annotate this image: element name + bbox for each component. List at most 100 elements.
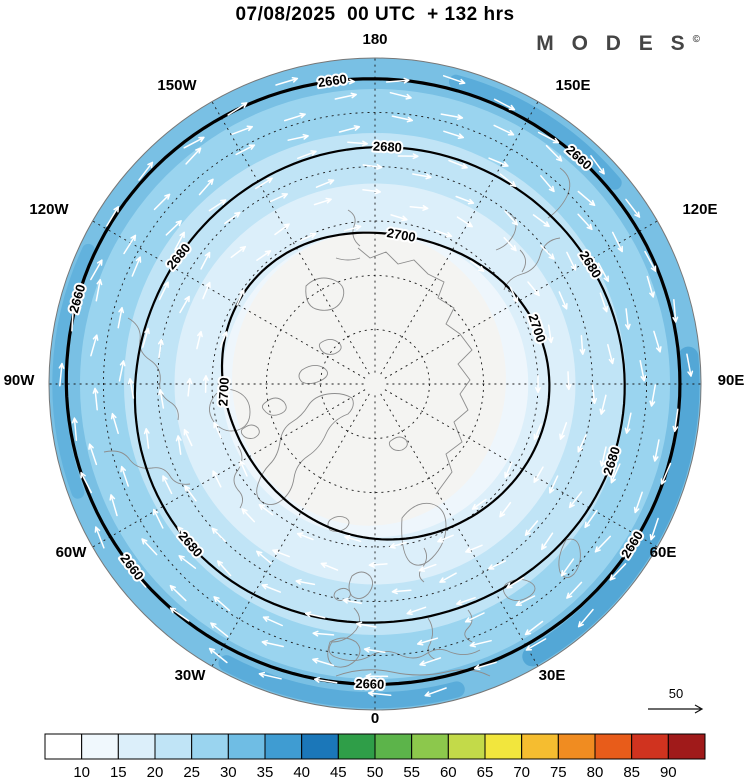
- wind-arrow: [568, 491, 583, 509]
- wind-arrow: [639, 359, 647, 382]
- wind-arrow: [224, 211, 241, 225]
- wind-arrow: [138, 161, 154, 181]
- wind-speed-shading: [49, 58, 701, 710]
- height-contour-2660: [64, 77, 682, 687]
- wind-arrow: [599, 446, 607, 467]
- colorbar-tick-label: 40: [293, 764, 310, 781]
- wind-arrow: [390, 214, 408, 222]
- wind-arrow: [184, 485, 197, 502]
- wind-arrow: [143, 428, 150, 449]
- longitude-label: 90E: [718, 372, 745, 389]
- coastline-siberia-arctic: [357, 247, 473, 495]
- wind-arrow: [256, 250, 272, 261]
- wind-arrow: [127, 378, 135, 399]
- wind-arrow: [58, 362, 65, 387]
- wind-arrow: [597, 262, 609, 283]
- wind-arrow: [577, 434, 587, 453]
- wind-arrow: [660, 462, 672, 485]
- wind-arrow: [274, 223, 290, 236]
- wind-arrow: [419, 657, 442, 667]
- wind-arrow: [565, 371, 572, 391]
- wind-arrow: [313, 197, 332, 206]
- wind-arrow: [424, 687, 447, 697]
- wind-arrow: [577, 608, 594, 628]
- colorbar-tick-label: 45: [330, 764, 347, 781]
- wind-arrow: [169, 607, 190, 622]
- wind-arrow: [365, 673, 389, 680]
- longitude-label: 120E: [682, 201, 717, 218]
- colorbar-cell: [191, 733, 229, 760]
- wind-arrow: [216, 560, 232, 577]
- wind-arrow: [130, 569, 147, 588]
- wind-arrow: [208, 199, 227, 212]
- wind-arrow: [213, 596, 231, 612]
- wind-arrow: [312, 630, 335, 637]
- wind-arrow: [525, 638, 547, 651]
- coastline-greenland: [256, 393, 354, 505]
- meridian-line: [211, 393, 370, 667]
- wind-arrow: [94, 526, 105, 549]
- colorbar-cell: [631, 733, 669, 760]
- wind-arrow: [506, 577, 525, 589]
- wind-arrow: [493, 98, 516, 111]
- wind-arrow: [487, 560, 507, 570]
- copyright-mark: ©: [692, 34, 700, 45]
- reference-vector: 50: [648, 686, 704, 714]
- wind-arrow: [272, 549, 290, 558]
- meridian-line: [384, 220, 658, 379]
- wind-arrow: [183, 428, 193, 447]
- wind-arrow: [440, 113, 464, 121]
- wind-arrow: [524, 620, 544, 636]
- wind-arrow: [362, 163, 383, 170]
- modes-logo: M O D E S ©: [536, 32, 700, 56]
- wind-arrow: [70, 307, 76, 332]
- wind-arrow: [672, 408, 679, 433]
- wind-arrow: [131, 256, 142, 277]
- wind-arrow: [524, 520, 539, 536]
- wind-arrow: [599, 292, 609, 313]
- wind-arrow: [469, 639, 492, 648]
- wind-arrow: [540, 245, 555, 260]
- colorbar-cell: [667, 733, 706, 760]
- wind-arrow: [256, 550, 272, 564]
- wind-arrow: [254, 177, 273, 190]
- colorbar-tick-label: 60: [440, 764, 457, 781]
- wind-arrow: [391, 588, 412, 595]
- wind-arrow: [504, 210, 519, 226]
- wind-arrow: [532, 328, 542, 345]
- wind-arrow: [488, 157, 509, 168]
- wind-arrow: [174, 231, 185, 251]
- wind-arrow: [312, 657, 335, 667]
- wind-arrow: [590, 155, 605, 175]
- colorbar-tick-label: 25: [183, 764, 200, 781]
- latitude-circle: [157, 166, 593, 602]
- wind-arrow: [624, 412, 632, 434]
- wind-arrow: [389, 541, 407, 549]
- wind-arrow: [437, 534, 454, 543]
- wind-arrow: [142, 327, 150, 348]
- wind-arrow: [213, 421, 222, 439]
- wind-arrow: [368, 561, 388, 568]
- colorbar-cell: [447, 733, 486, 760]
- longitude-label: 120W: [29, 201, 69, 218]
- wind-arrow: [577, 190, 596, 207]
- longitude-label: 60E: [650, 544, 677, 561]
- height-contour-2680: [133, 145, 626, 624]
- wind-arrow: [231, 125, 253, 135]
- meridian-line: [380, 101, 539, 375]
- wind-arrow: [416, 637, 439, 646]
- wind-arrow: [545, 144, 563, 162]
- colorbar-tick-label: 80: [587, 764, 604, 781]
- height-contours: [64, 77, 682, 687]
- wind-arrow: [313, 676, 338, 684]
- wind-arrow: [435, 229, 453, 238]
- wind-arrow: [473, 661, 497, 671]
- colorbar-tick-label: 20: [147, 764, 164, 781]
- meridian-line: [380, 393, 539, 667]
- wind-arrow: [611, 231, 623, 253]
- coastline-arctic-island: [298, 365, 328, 385]
- wind-arrow: [239, 460, 248, 477]
- wind-arrow: [625, 198, 641, 218]
- colorbar-tick-label: 85: [623, 764, 640, 781]
